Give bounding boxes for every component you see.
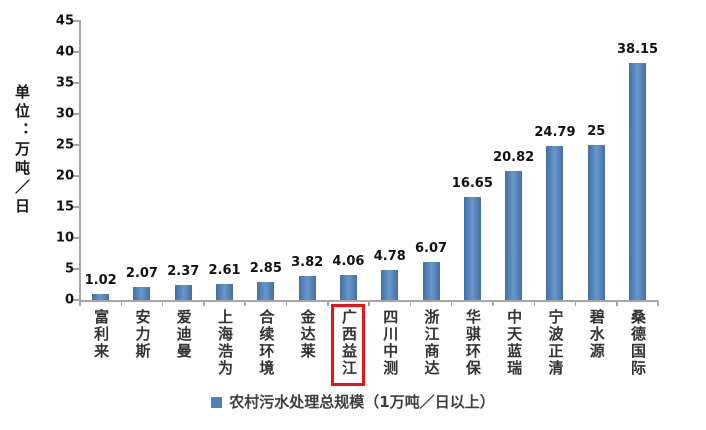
category-label-7: 四川中测 bbox=[381, 309, 400, 377]
bar-value-label-3: 2.61 bbox=[208, 262, 241, 278]
y-tick-label-8: 40 bbox=[55, 44, 74, 60]
bar-5 bbox=[298, 276, 316, 300]
bar-13 bbox=[629, 63, 647, 300]
bar-value-label-12: 25 bbox=[587, 124, 606, 139]
bar-value-label-5: 3.82 bbox=[291, 255, 324, 271]
y-tick-9 bbox=[73, 20, 80, 22]
y-tick-5 bbox=[73, 144, 80, 146]
highlight-box bbox=[331, 304, 366, 386]
y-tick-label-5: 25 bbox=[55, 137, 74, 153]
bar-12 bbox=[587, 145, 605, 300]
x-tick-6 bbox=[327, 301, 329, 306]
x-tick-5 bbox=[285, 301, 288, 306]
category-label-12: 碧水源 bbox=[587, 309, 606, 360]
y-tick-3 bbox=[73, 206, 80, 208]
bar-10 bbox=[505, 170, 523, 300]
y-tick-6 bbox=[73, 113, 80, 115]
x-tick-9 bbox=[450, 301, 453, 306]
y-tick-label-9: 45 bbox=[55, 13, 74, 29]
x-tick-10 bbox=[492, 301, 494, 306]
category-label-10: 中天蓝瑞 bbox=[505, 309, 524, 377]
y-tick-label-1: 5 bbox=[64, 261, 74, 277]
category-label-9: 华骐环保 bbox=[463, 309, 482, 377]
category-label-6: 广西益江 bbox=[339, 309, 358, 377]
x-tick-8 bbox=[409, 301, 412, 306]
y-tick-label-3: 15 bbox=[55, 199, 74, 215]
x-tick-1 bbox=[120, 301, 123, 306]
y-tick-label-4: 20 bbox=[55, 168, 74, 184]
bar-value-label-11: 24.79 bbox=[534, 125, 576, 141]
bar-8 bbox=[422, 262, 440, 300]
x-tick-12 bbox=[574, 301, 577, 306]
bar-6 bbox=[339, 274, 357, 300]
y-tick-label-6: 30 bbox=[55, 106, 74, 122]
category-label-1: 安力斯 bbox=[133, 309, 152, 360]
bar-4 bbox=[257, 282, 275, 300]
y-axis-title: 单位：万吨／日 bbox=[13, 84, 31, 217]
bar-value-label-13: 38.15 bbox=[616, 42, 659, 58]
y-tick-label-7: 35 bbox=[55, 75, 74, 91]
y-tick-label-0: 0 bbox=[64, 292, 74, 308]
y-tick-0 bbox=[73, 299, 80, 301]
x-tick-11 bbox=[533, 301, 536, 306]
bar-value-label-1: 2.07 bbox=[125, 266, 158, 282]
x-tick-2 bbox=[161, 301, 164, 306]
legend-label: 农村污水处理总规模（1万吨／日以上） bbox=[229, 393, 495, 411]
x-tick-13 bbox=[616, 301, 618, 306]
x-tick-0 bbox=[79, 301, 81, 306]
bar-value-label-7: 4.78 bbox=[373, 249, 406, 265]
y-tick-8 bbox=[73, 51, 80, 53]
legend-marker-square bbox=[211, 396, 223, 408]
bar-7 bbox=[381, 270, 399, 300]
x-tick-7 bbox=[368, 301, 370, 306]
category-label-8: 浙江商达 bbox=[422, 309, 441, 377]
bar-1 bbox=[133, 287, 151, 300]
category-label-13: 桑德国际 bbox=[629, 309, 648, 377]
bar-3 bbox=[216, 283, 234, 300]
bar-value-label-9: 16.65 bbox=[451, 175, 493, 191]
y-tick-4 bbox=[73, 175, 80, 177]
y-tick-label-2: 10 bbox=[55, 230, 74, 246]
category-label-11: 宁波正清 bbox=[546, 309, 565, 377]
y-tick-2 bbox=[73, 237, 80, 239]
category-label-0: 富利来 bbox=[92, 309, 111, 360]
bar-value-label-6: 4.06 bbox=[332, 253, 365, 269]
x-tick-14 bbox=[657, 301, 659, 306]
y-tick-1 bbox=[73, 268, 80, 270]
bar-value-label-0: 1.02 bbox=[84, 272, 117, 288]
category-label-2: 爱迪曼 bbox=[174, 309, 193, 360]
y-axis-line bbox=[79, 20, 81, 301]
category-label-5: 金达莱 bbox=[298, 309, 317, 360]
x-tick-3 bbox=[203, 301, 205, 306]
bar-2 bbox=[174, 285, 192, 300]
category-label-3: 上海浩为 bbox=[216, 309, 235, 377]
category-label-4: 合续环境 bbox=[257, 309, 276, 377]
legend: 农村污水处理总规模（1万吨／日以上） bbox=[0, 393, 706, 411]
bar-9 bbox=[463, 196, 481, 300]
y-tick-7 bbox=[73, 82, 80, 84]
x-axis-line bbox=[80, 300, 659, 302]
bar-value-label-2: 2.37 bbox=[167, 264, 200, 280]
bar-0 bbox=[92, 293, 110, 300]
x-tick-4 bbox=[244, 301, 246, 306]
bar-value-label-10: 20.82 bbox=[493, 149, 535, 165]
bar-11 bbox=[546, 146, 564, 300]
bar-value-label-4: 2.85 bbox=[249, 261, 282, 277]
bar-value-label-8: 6.07 bbox=[415, 241, 448, 257]
